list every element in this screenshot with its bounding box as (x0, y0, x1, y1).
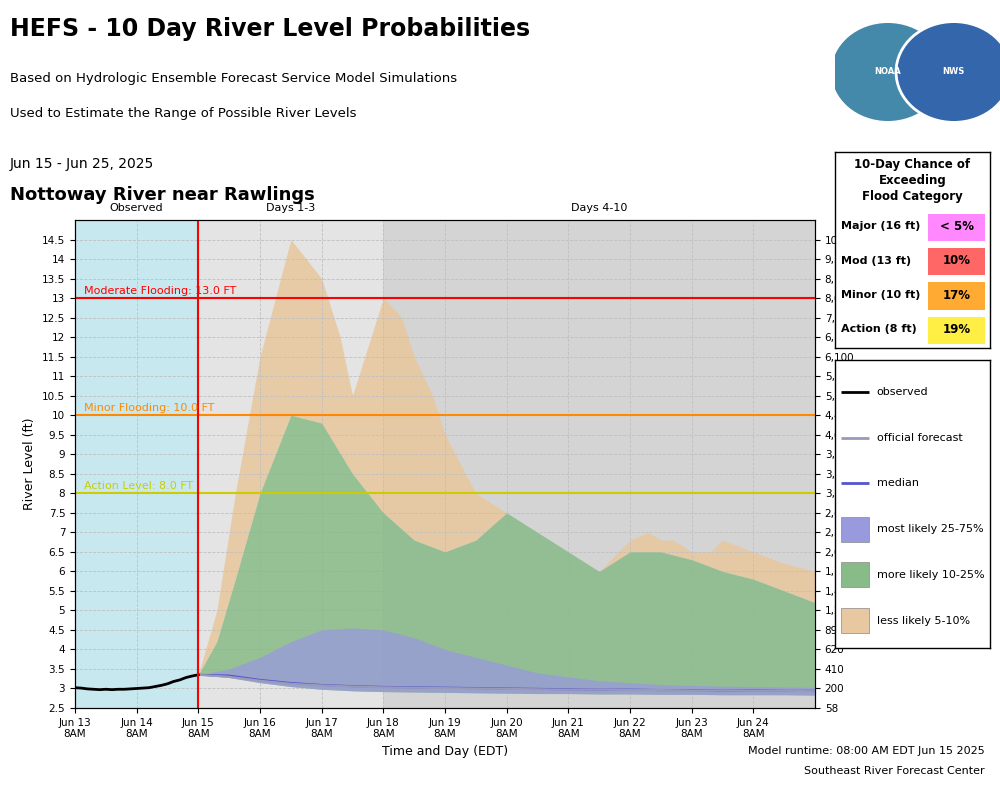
Text: Action (8 ft): Action (8 ft) (841, 324, 917, 334)
Text: Days 1-3: Days 1-3 (266, 202, 315, 213)
Text: Based on Hydrologic Ensemble Forecast Service Model Simulations: Based on Hydrologic Ensemble Forecast Se… (10, 72, 457, 85)
Text: Minor Flooding: 10.0 FT: Minor Flooding: 10.0 FT (84, 403, 214, 413)
FancyBboxPatch shape (841, 608, 869, 633)
Text: less likely 5-10%: less likely 5-10% (877, 615, 970, 626)
Text: Observed: Observed (110, 202, 163, 213)
Text: Model runtime: 08:00 AM EDT Jun 15 2025: Model runtime: 08:00 AM EDT Jun 15 2025 (748, 746, 985, 756)
FancyBboxPatch shape (841, 517, 869, 542)
FancyBboxPatch shape (928, 214, 985, 241)
Y-axis label: River Level (ft): River Level (ft) (23, 418, 36, 510)
Text: 19%: 19% (943, 323, 971, 336)
Text: Days 4-10: Days 4-10 (571, 202, 627, 213)
Circle shape (830, 22, 946, 122)
Text: most likely 25-75%: most likely 25-75% (877, 524, 983, 534)
Text: Used to Estimate the Range of Possible River Levels: Used to Estimate the Range of Possible R… (10, 106, 357, 119)
FancyBboxPatch shape (928, 317, 985, 344)
Circle shape (896, 22, 1000, 122)
Bar (198, 220, 383, 708)
Text: 10%: 10% (943, 254, 971, 267)
Text: median: median (877, 478, 919, 489)
Text: 17%: 17% (943, 289, 971, 302)
Text: Moderate Flooding: 13.0 FT: Moderate Flooding: 13.0 FT (84, 286, 236, 296)
FancyBboxPatch shape (841, 562, 869, 587)
FancyBboxPatch shape (928, 282, 985, 310)
Text: HEFS - 10 Day River Level Probabilities: HEFS - 10 Day River Level Probabilities (10, 18, 530, 42)
X-axis label: Time and Day (EDT): Time and Day (EDT) (382, 745, 508, 758)
Text: Southeast River Forecast Center: Southeast River Forecast Center (804, 766, 985, 776)
Text: Action Level: 8.0 FT: Action Level: 8.0 FT (84, 481, 193, 491)
Text: NOAA: NOAA (874, 67, 901, 77)
Bar (75, 220, 198, 708)
Text: more likely 10-25%: more likely 10-25% (877, 570, 984, 580)
FancyBboxPatch shape (928, 248, 985, 275)
Text: < 5%: < 5% (940, 220, 974, 233)
Text: Jun 15 - Jun 25, 2025: Jun 15 - Jun 25, 2025 (10, 157, 154, 171)
Y-axis label: River Flow (cfs): River Flow (cfs) (864, 416, 877, 512)
Text: official forecast: official forecast (877, 433, 963, 442)
Text: Nottoway River near Rawlings: Nottoway River near Rawlings (10, 186, 315, 204)
Text: Major (16 ft): Major (16 ft) (841, 222, 921, 231)
Text: NWS: NWS (943, 67, 965, 77)
Text: Mod (13 ft): Mod (13 ft) (841, 256, 911, 266)
Text: observed: observed (877, 387, 928, 397)
Text: 10-Day Chance of
Exceeding
Flood Category: 10-Day Chance of Exceeding Flood Categor… (854, 158, 971, 203)
Text: Minor (10 ft): Minor (10 ft) (841, 290, 921, 300)
